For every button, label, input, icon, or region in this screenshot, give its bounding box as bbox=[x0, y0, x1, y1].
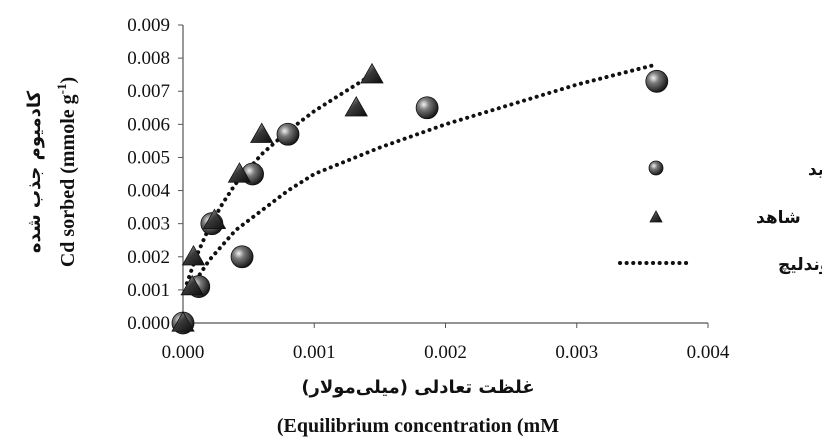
x-tick-label: 0.003 bbox=[555, 342, 598, 363]
y-axis-title-en-text: Cd sorbed (mmole g bbox=[57, 94, 79, 267]
y-axis-title-en-close: ) bbox=[57, 77, 79, 84]
control-point bbox=[171, 311, 195, 332]
legend-marker-circle bbox=[648, 160, 664, 176]
x-axis-title-en: (Equilibrium concentration (mM bbox=[277, 415, 559, 437]
y-tick-label: 0.006 bbox=[127, 114, 170, 135]
legend-marker-triangle bbox=[649, 210, 663, 223]
y-axis-title-fa: کادمیوم جذب شده bbox=[24, 90, 45, 253]
x-tick-label: 0.004 bbox=[687, 342, 730, 363]
control-point bbox=[227, 162, 252, 183]
oxalic-point bbox=[415, 96, 439, 120]
legend-item-freundlich: فروندلیچ bbox=[618, 255, 822, 275]
y-tick-label: 0.008 bbox=[127, 48, 170, 69]
legend-item-control: شاهد bbox=[649, 208, 801, 228]
data-points bbox=[171, 62, 669, 335]
y-tick-label: 0.002 bbox=[127, 247, 170, 268]
legend-label-control: شاهد bbox=[756, 208, 801, 228]
control-point bbox=[360, 62, 384, 84]
x-axis-title-fa: غلظت تعادلی (میلی‌مولار) bbox=[301, 377, 534, 398]
legend-item-oxalic: اگزالیک اسید bbox=[648, 159, 822, 180]
legend-label-freundlich: فروندلیچ bbox=[778, 255, 822, 275]
oxalic-point bbox=[645, 69, 669, 93]
y-tick-label: 0.001 bbox=[127, 280, 170, 301]
y-axis-title: کادمیوم جذب شده Cd sorbed (mmole g-1) bbox=[24, 77, 79, 267]
y-tick-label: 0.009 bbox=[127, 15, 170, 36]
x-tick-label: 0.001 bbox=[293, 342, 336, 363]
y-tick-label: 0.003 bbox=[127, 214, 170, 235]
x-tick-label: 0.000 bbox=[162, 342, 205, 363]
oxalic-point bbox=[276, 122, 300, 146]
y-axis-title-en-sup: -1 bbox=[54, 84, 69, 95]
freundlich-fit-curve bbox=[194, 62, 658, 282]
y-axis-title-en: Cd sorbed (mmole g-1) bbox=[54, 77, 79, 267]
control-point bbox=[180, 274, 204, 296]
y-tick-label: 0.000 bbox=[127, 313, 170, 334]
x-tick-label: 0.002 bbox=[424, 342, 467, 363]
y-tick-labels: 0.000 0.001 0.002 0.003 0.004 0.005 0.006 0.007… bbox=[127, 15, 183, 334]
control-point bbox=[202, 208, 227, 230]
control-point bbox=[250, 122, 274, 143]
control-point bbox=[344, 95, 368, 117]
control-point bbox=[181, 244, 206, 266]
legend: اگزالیک اسید شاهد فروندلیچ bbox=[618, 159, 822, 275]
y-tick-label: 0.007 bbox=[127, 81, 170, 102]
oxalic-point bbox=[230, 245, 254, 269]
x-tick-labels: 0.000 0.001 0.002 0.003 0.004 bbox=[162, 323, 730, 363]
y-tick-label: 0.005 bbox=[127, 147, 170, 168]
y-tick-label: 0.004 bbox=[127, 181, 170, 202]
legend-label-oxalic: اگزالیک اسید bbox=[808, 159, 822, 180]
